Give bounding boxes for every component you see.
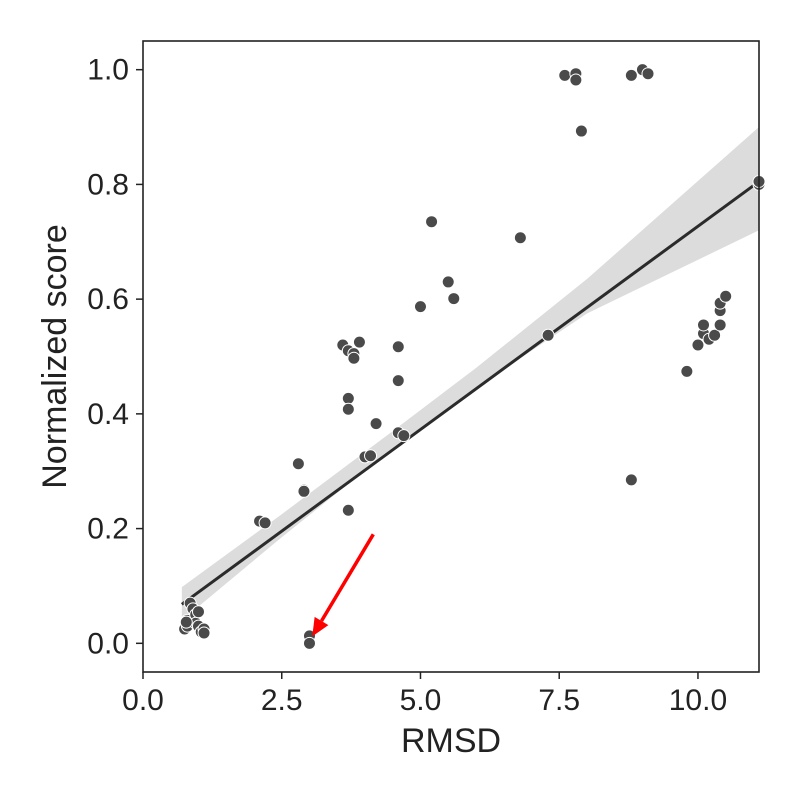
plot-frame (142, 40, 760, 673)
data-point (297, 484, 311, 498)
data-point (179, 615, 193, 629)
data-point (364, 449, 378, 463)
data-point (680, 364, 694, 378)
data-point (624, 473, 638, 487)
x-tick-label: 0.0 (122, 684, 164, 717)
y-axis-label: Normalized score (36, 224, 74, 489)
x-tick-label: 2.5 (261, 684, 303, 717)
data-point (691, 338, 705, 352)
data-point (697, 318, 711, 332)
data-point (541, 328, 555, 342)
confidence-band-layer (181, 127, 759, 621)
data-point (624, 68, 638, 82)
data-point (441, 275, 455, 289)
data-point (191, 605, 205, 619)
x-tick-label: 7.5 (538, 684, 580, 717)
data-point (513, 231, 527, 245)
data-point (258, 516, 272, 530)
data-point (341, 402, 355, 416)
x-tick-label: 10.0 (669, 684, 727, 717)
y-tick-label: 0.6 (87, 283, 129, 316)
data-point (574, 124, 588, 138)
y-tick-label: 0.4 (87, 398, 129, 431)
data-point (569, 73, 583, 87)
y-ticks: 0.0 0.2 0.4 0.6 0.8 1.0 (87, 54, 143, 660)
annotation-arrow-head (312, 616, 329, 637)
annotation-layer (312, 533, 375, 637)
data-point (641, 67, 655, 81)
data-point (413, 300, 427, 314)
data-point (425, 215, 439, 229)
data-point (347, 351, 361, 365)
regression-line (180, 180, 760, 606)
y-tick-label: 0.2 (87, 513, 129, 546)
data-point (558, 68, 572, 82)
data-point (708, 328, 722, 342)
y-tick-label: 0.8 (87, 168, 129, 201)
data-point (447, 292, 461, 306)
data-point (391, 340, 405, 354)
annotation-arrow-shaft (319, 533, 375, 622)
x-tick-label: 5.0 (400, 684, 442, 717)
data-point (341, 503, 355, 517)
x-axis-label: RMSD (401, 722, 501, 760)
data-point (391, 374, 405, 388)
data-point (713, 318, 727, 332)
data-point (291, 457, 305, 471)
data-point (397, 429, 411, 443)
data-point (369, 417, 383, 431)
x-ticks: 0.0 2.5 5.0 7.5 10.0 (122, 672, 727, 717)
regression-line-layer (180, 180, 760, 606)
data-point (302, 636, 316, 650)
confidence-band (181, 127, 759, 621)
y-tick-label: 1.0 (87, 54, 129, 87)
data-point (352, 335, 366, 349)
data-point (197, 626, 211, 640)
points-layer (178, 63, 766, 650)
data-point (719, 289, 733, 303)
data-point (341, 391, 355, 405)
y-tick-label: 0.0 (87, 627, 129, 660)
